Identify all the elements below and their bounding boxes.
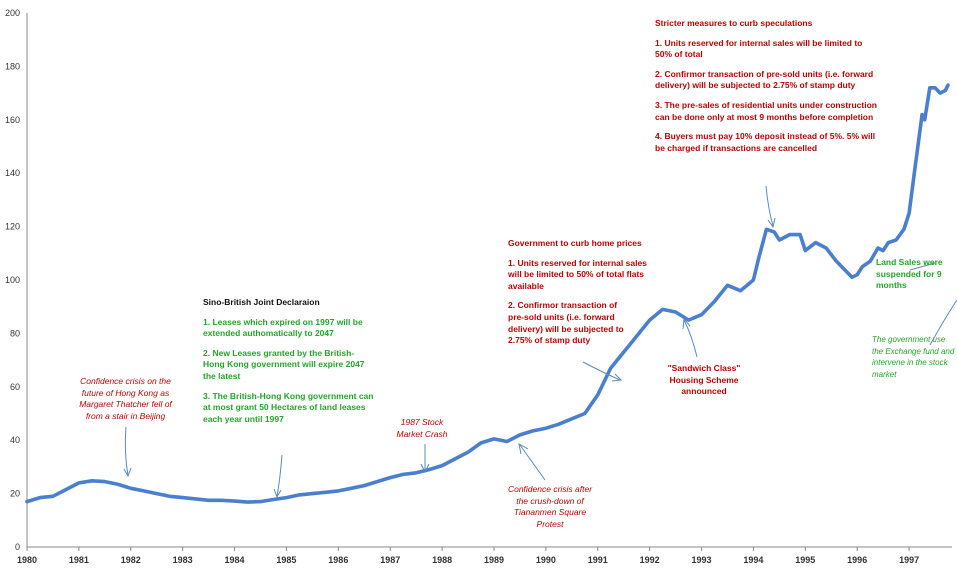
stricter-item-3: 3. The pre-sales of residential units un…	[655, 99, 877, 122]
y-tick-label: 60	[10, 382, 20, 392]
arrowhead-tiananmen	[518, 443, 529, 455]
gov-exchange-text: The government use the Exchange fund and…	[872, 335, 955, 379]
arrowhead-sino-british	[273, 488, 282, 499]
x-tick-label: 1995	[795, 555, 815, 565]
x-tick-label: 1996	[847, 555, 867, 565]
sino-british-item-1: 1. Leases which expired on 1997 will be …	[203, 316, 363, 339]
x-tick-label: 1989	[484, 555, 504, 565]
arrowhead-confidence-1982	[123, 467, 132, 478]
y-tick-label: 20	[10, 489, 20, 499]
arrow-sino-british	[276, 454, 283, 497]
arrow-confidence-1982	[124, 426, 129, 476]
arrowhead-stricter	[767, 217, 776, 229]
x-tick-labels: 1980 1981 1982 1983 1984 1985 1986 1987 1988 1989…	[17, 547, 919, 565]
x-tick-label: 1994	[743, 555, 763, 565]
x-tick-label: 1988	[432, 555, 452, 565]
y-tick-label: 0	[15, 542, 20, 552]
x-tick-label: 1980	[17, 555, 37, 565]
sino-british-title: Sino-British Joint Declaraion	[203, 297, 320, 307]
annotation-gov-curb: Government to curb home prices 1. Units …	[508, 238, 656, 355]
stock-crash-text: 1987 Stock Market Crash	[396, 417, 448, 439]
sino-british-item-3: 3. The British-Hong Kong government can …	[203, 390, 374, 424]
arrowhead-gov-curb	[611, 373, 623, 382]
y-tick-labels: 0 20 40 60 80 100 120 140 160 180 200	[5, 8, 20, 552]
annotation-confidence-1982-text: Confidence crisis on the future of Hong …	[79, 376, 172, 421]
gov-curb-item-1: 1. Units reserved for internal sales wil…	[508, 257, 647, 291]
x-tick-label: 1990	[536, 555, 556, 565]
y-tick-label: 40	[10, 435, 20, 445]
x-tick-label: 1987	[380, 555, 400, 565]
annotation-tiananmen: Confidence crisis after the crush-down o…	[505, 484, 595, 530]
land-sales-text: Land Sales were suspended for 9 months	[876, 257, 943, 291]
arrow-sandwich-class	[683, 319, 698, 358]
x-tick-label: 1992	[640, 555, 660, 565]
y-tick-label: 140	[5, 168, 20, 178]
y-tick-label: 200	[5, 8, 20, 18]
arrow-tiananmen	[519, 444, 546, 481]
arrow-gov-exchange	[929, 299, 957, 346]
arrow-gov-curb	[582, 361, 621, 381]
x-tick-label: 1993	[692, 555, 712, 565]
x-tick-label: 1983	[173, 555, 193, 565]
arrowhead-stock-crash	[420, 463, 430, 474]
y-tick-label: 160	[5, 115, 20, 125]
annotation-sino-british: Sino-British Joint Declaraion 1. Leases …	[203, 297, 379, 433]
stricter-title: Stricter measures to curb speculations	[655, 18, 813, 28]
annotation-confidence-1982: Confidence crisis on the future of Hong …	[78, 376, 173, 422]
price-index-line	[25, 83, 950, 504]
x-tick-label: 1981	[69, 555, 89, 565]
annotation-stricter: Stricter measures to curb speculations 1…	[655, 18, 879, 162]
arrow-stricter	[765, 185, 774, 227]
sino-british-item-2: 2. New Leases granted by the British-Hon…	[203, 347, 365, 381]
sandwich-class-text: "Sandwich Class" Housing Scheme announce…	[667, 363, 741, 397]
stricter-item-2: 2. Confirmor transaction of pre-sold uni…	[655, 68, 874, 91]
annotation-arrows	[123, 185, 957, 499]
arrow-land-sales	[909, 262, 936, 271]
x-tick-label: 1986	[328, 555, 348, 565]
y-tick-label: 120	[5, 222, 20, 232]
x-tick-label: 1984	[225, 555, 245, 565]
x-tick-label: 1991	[588, 555, 608, 565]
gov-curb-title: Government to curb home prices	[508, 238, 642, 248]
stricter-item-1: 1. Units reserved for internal sales wil…	[655, 37, 863, 60]
gov-curb-item-2: 2. Confirmor transaction of pre-sold uni…	[508, 300, 624, 346]
y-tick-label: 180	[5, 61, 20, 71]
annotation-sandwich-class: "Sandwich Class" Housing Scheme announce…	[666, 363, 742, 398]
x-tick-label: 1985	[276, 555, 296, 565]
y-tick-label: 80	[10, 328, 20, 338]
annotation-land-sales: Land Sales were suspended for 9 months	[876, 257, 956, 292]
x-tick-label: 1982	[121, 555, 141, 565]
y-tick-label: 100	[5, 275, 20, 285]
stricter-item-4: 4. Buyers must pay 10% deposit instead o…	[655, 131, 876, 153]
arrowhead-sandwich-class	[682, 317, 691, 330]
annotation-gov-exchange: The government use the Exchange fund and…	[872, 334, 956, 380]
tiananmen-text: Confidence crisis after the crush-down o…	[507, 484, 593, 529]
x-tick-label: 1997	[899, 555, 919, 565]
annotation-stock-crash: 1987 Stock Market Crash	[393, 417, 451, 440]
